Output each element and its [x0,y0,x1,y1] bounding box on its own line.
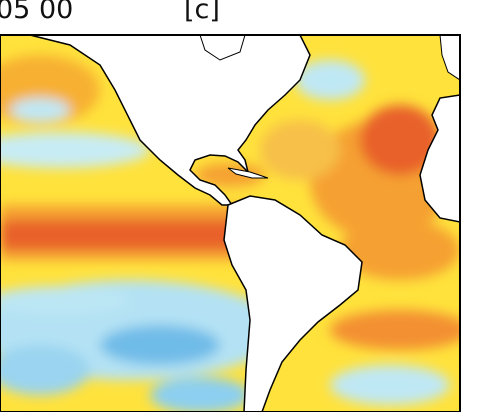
africa [419,94,460,223]
greenland-edge [199,35,246,61]
panel-label: [c] [184,0,220,25]
anomaly-field [0,35,460,412]
south-america [223,195,363,412]
europe-edge [439,35,460,81]
map-frame [0,34,461,412]
cuba [227,167,269,179]
time-label: 05 00 [0,0,73,25]
north-america [29,35,311,206]
